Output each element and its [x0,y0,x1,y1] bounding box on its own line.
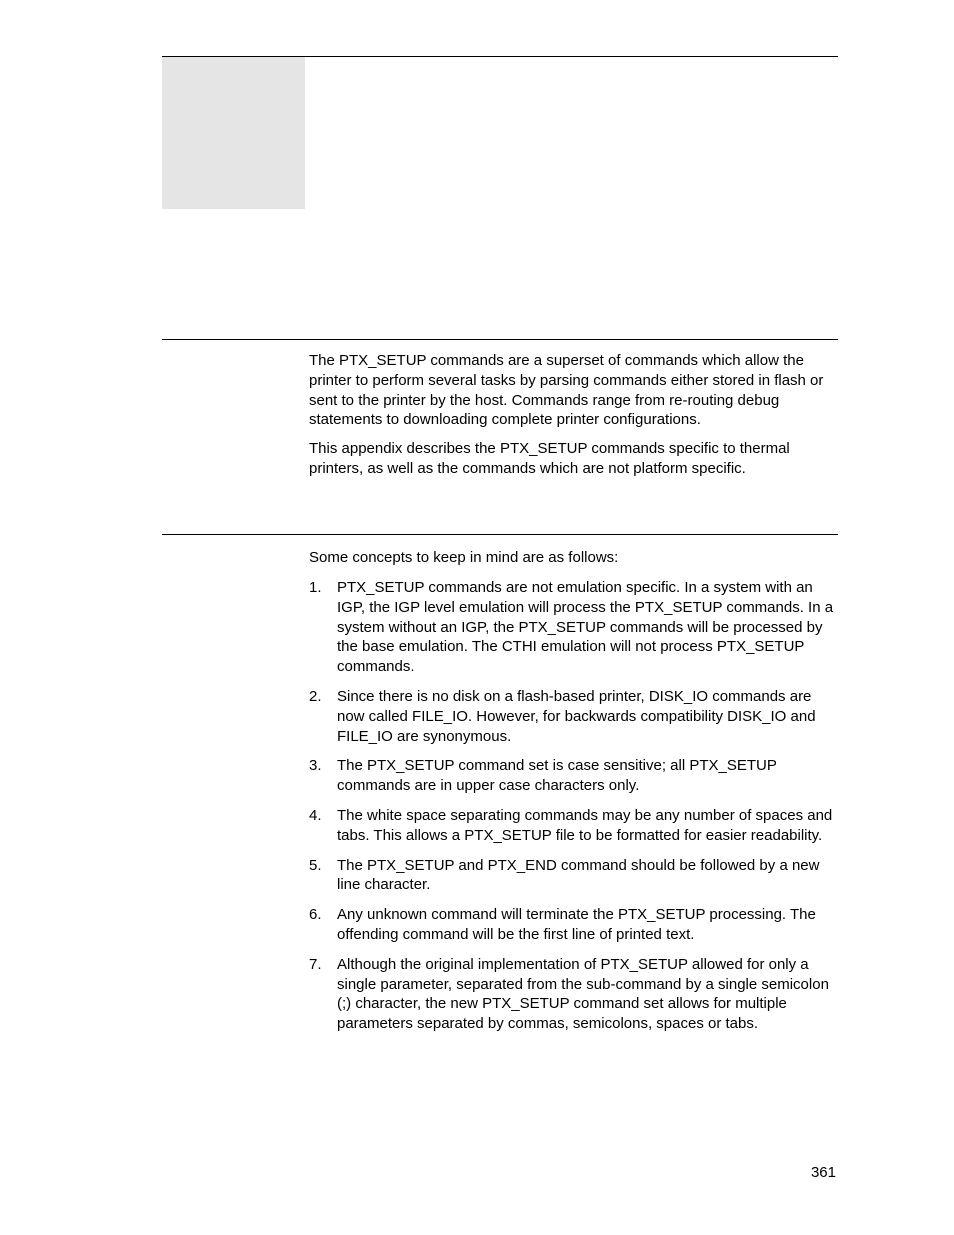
list-item: 4. The white space separating commands m… [309,806,838,846]
list-number: 2. [309,687,337,746]
gray-margin-block [162,57,305,209]
document-page: The PTX_SETUP commands are a superset of… [0,0,954,1235]
list-number: 5. [309,856,337,896]
section-rule-overview [162,339,838,340]
list-item: 5. The PTX_SETUP and PTX_END command sho… [309,856,838,896]
list-text: PTX_SETUP commands are not emulation spe… [337,578,838,677]
list-number: 3. [309,756,337,796]
list-text: The white space separating commands may … [337,806,838,846]
paragraph-concepts-intro: Some concepts to keep in mind are as fol… [309,548,838,568]
concepts-list: 1. PTX_SETUP commands are not emulation … [309,578,838,1044]
list-item: 3. The PTX_SETUP command set is case sen… [309,756,838,796]
list-text: The PTX_SETUP command set is case sensit… [337,756,838,796]
list-item: 2. Since there is no disk on a flash-bas… [309,687,838,746]
list-number: 1. [309,578,337,677]
paragraph-overview-1: The PTX_SETUP commands are a superset of… [309,351,838,430]
list-item: 6. Any unknown command will terminate th… [309,905,838,945]
list-number: 4. [309,806,337,846]
list-text: Since there is no disk on a flash-based … [337,687,838,746]
page-number: 361 [811,1164,836,1181]
section-rule-concepts [162,534,838,535]
list-text: The PTX_SETUP and PTX_END command should… [337,856,838,896]
list-text: Any unknown command will terminate the P… [337,905,838,945]
list-item: 7. Although the original implementation … [309,955,838,1034]
list-text: Although the original implementation of … [337,955,838,1034]
list-number: 6. [309,905,337,945]
paragraph-overview-2: This appendix describes the PTX_SETUP co… [309,439,838,479]
list-item: 1. PTX_SETUP commands are not emulation … [309,578,838,677]
list-number: 7. [309,955,337,1034]
